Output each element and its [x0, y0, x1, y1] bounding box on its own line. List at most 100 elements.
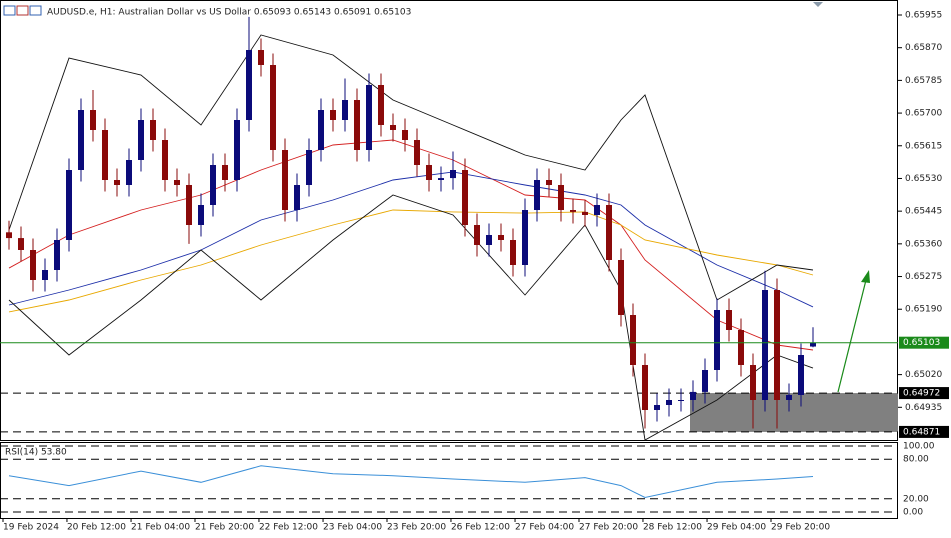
candle-body [702, 370, 708, 392]
candle-body [450, 170, 456, 179]
candle-body [174, 180, 180, 185]
candle-body [234, 120, 240, 180]
candle-body [474, 225, 480, 245]
rsi-tick-label: 80.00 [903, 455, 929, 465]
x-tick-label: 19 Feb 2024 [3, 523, 59, 533]
forecast-arrow [837, 279, 867, 393]
level-label-box [899, 425, 949, 438]
candle-body [462, 170, 468, 225]
candle-body [678, 400, 684, 401]
candle-body [762, 290, 768, 400]
shift-marker [813, 2, 823, 7]
y-tick-label: 0.65700 [905, 109, 942, 119]
x-tick-label: 26 Feb 12:00 [451, 523, 510, 533]
candle-body [102, 130, 108, 180]
price-label-box [899, 336, 949, 349]
candle-body [354, 100, 360, 150]
candle-body [726, 310, 732, 330]
x-tick-label: 21 Feb 20:00 [195, 523, 254, 533]
y-tick-label: 0.65785 [905, 76, 942, 86]
candle-body [582, 211, 588, 215]
candle-body [606, 205, 612, 260]
candle-body [366, 85, 372, 150]
rsi-label: RSI(14) 53.80 [5, 448, 67, 458]
candle-body [378, 85, 384, 125]
y-tick-label: 0.64935 [905, 403, 942, 413]
candle-body [798, 355, 804, 395]
candle-body [594, 205, 600, 215]
x-tick-label: 27 Feb 04:00 [515, 523, 574, 533]
y-tick-label: 0.65190 [905, 305, 942, 315]
candle-body [294, 185, 300, 210]
x-tick-label: 21 Feb 04:00 [131, 523, 190, 533]
candle-body [210, 165, 216, 205]
candle-body [786, 395, 792, 400]
candle-body [750, 365, 756, 400]
candle-body [390, 125, 396, 130]
candle-body [282, 150, 288, 210]
x-tick-label: 29 Feb 20:00 [771, 523, 830, 533]
level-label-box [899, 387, 949, 400]
forecast-arrow-head [861, 270, 870, 283]
candle-body [270, 65, 276, 150]
candle-body [654, 405, 660, 410]
candle-body [738, 330, 744, 365]
indicator-line [8, 171, 814, 308]
candle-body [558, 185, 564, 210]
candle-body [90, 110, 96, 130]
candle-body [126, 160, 132, 185]
candle-body [666, 400, 672, 405]
candle-body [78, 110, 84, 170]
level-label: 0.64972 [903, 389, 940, 399]
candle-body [618, 260, 624, 315]
candle-body [774, 290, 780, 400]
rsi-tick-label: 100.00 [903, 442, 935, 452]
y-tick-label: 0.65530 [905, 174, 942, 184]
candle-body [222, 165, 228, 180]
menu-icon [3, 5, 42, 16]
y-tick-label: 0.65360 [905, 239, 942, 249]
y-tick-label: 0.65615 [905, 141, 942, 151]
candle-body [438, 178, 444, 180]
candle-body [546, 180, 552, 185]
candle-body [198, 205, 204, 225]
rsi-line [8, 465, 814, 499]
x-tick-label: 22 Feb 12:00 [259, 523, 318, 533]
price-panel [0, 0, 898, 441]
candle-body [138, 120, 144, 160]
candle-body [570, 210, 576, 212]
price-label: 0.65103 [903, 338, 940, 348]
support-zone [690, 393, 898, 432]
x-tick-label: 23 Feb 04:00 [323, 523, 382, 533]
candle-body [342, 100, 348, 120]
candle-body [162, 140, 168, 180]
indicator-line [8, 34, 814, 301]
x-tick-label: 23 Feb 20:00 [387, 523, 446, 533]
x-tick-label: 20 Feb 12:00 [67, 523, 126, 533]
candle-body [486, 235, 492, 245]
candle-body [186, 185, 192, 225]
candle-body [330, 110, 336, 120]
candle-body [426, 165, 432, 180]
x-tick-label: 28 Feb 12:00 [643, 523, 702, 533]
x-tick-label: 27 Feb 20:00 [579, 523, 638, 533]
y-tick-label: 0.65275 [905, 272, 942, 282]
candle-body [54, 240, 60, 270]
candle-body [306, 150, 312, 185]
candle-body [150, 120, 156, 140]
indicator-line [8, 194, 814, 441]
candle-body [114, 180, 120, 185]
y-tick-label: 0.65955 [905, 11, 942, 21]
candle-body [258, 50, 264, 65]
y-tick-label: 0.65020 [905, 370, 942, 380]
y-tick-label: 0.65870 [905, 43, 942, 53]
chart-title: AUDUSD.e, H1: Australian Dollar vs US Do… [47, 8, 411, 18]
rsi-tick-label: 20.00 [903, 494, 929, 504]
candle-body [630, 315, 636, 365]
rsi-tick-label: 0.00 [903, 508, 923, 518]
candle-body [810, 342, 816, 347]
candle-body [714, 310, 720, 370]
candle-body [402, 130, 408, 140]
candle-body [498, 235, 504, 240]
